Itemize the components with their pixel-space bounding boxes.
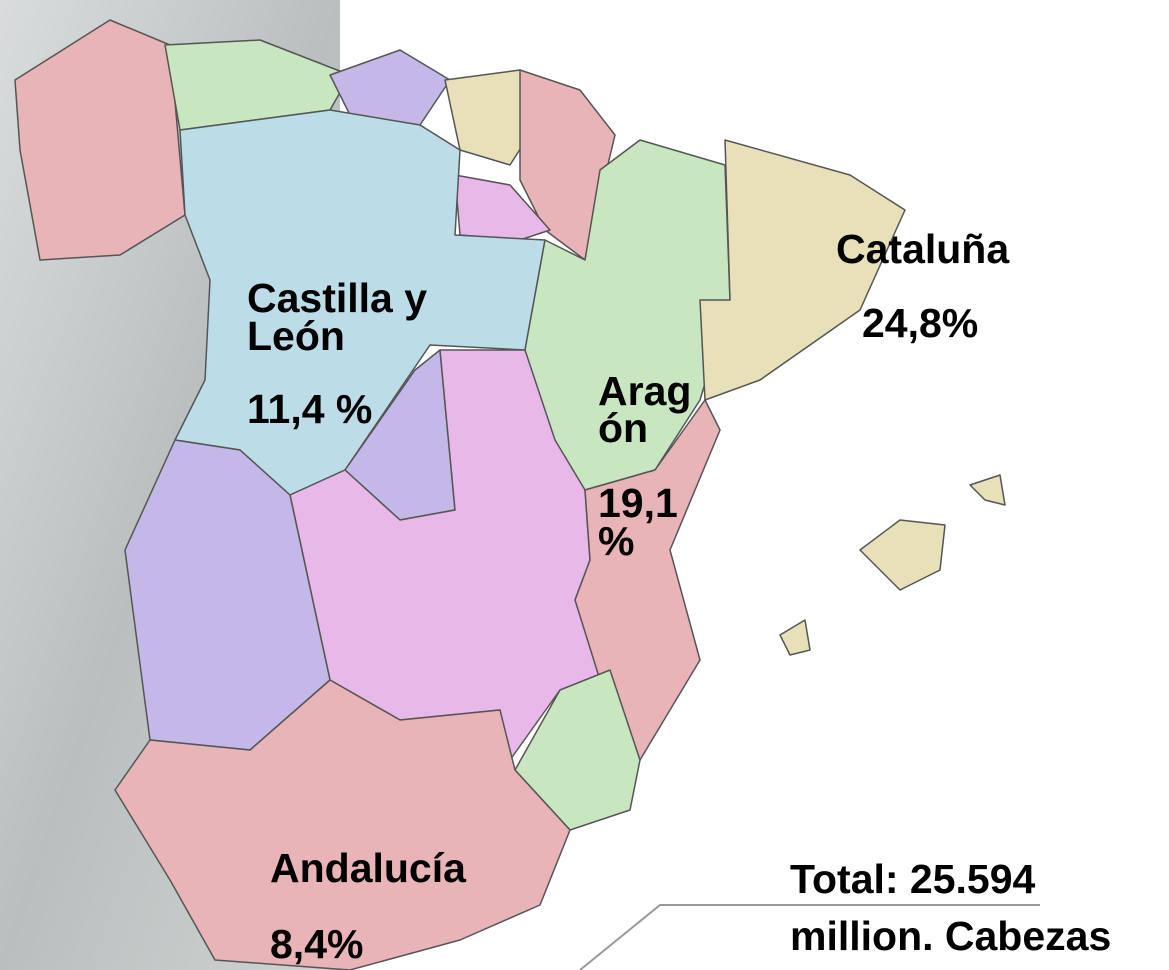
regions <box>15 20 1005 970</box>
total-label: million. Cabezas <box>790 913 1111 959</box>
region-share: 24,8% <box>862 300 978 346</box>
total-label: Total: 25.594 <box>790 856 1036 902</box>
region-name: Andalucía <box>270 845 467 891</box>
region-name: Cataluña <box>836 226 1010 272</box>
ibiza <box>780 620 810 655</box>
map: Castilla y León 11,4 % Cataluña 24,8% Ar… <box>0 0 1169 970</box>
menorca <box>970 475 1005 505</box>
region-name: ón <box>598 405 648 451</box>
mallorca <box>860 520 945 590</box>
region-name: León <box>247 313 345 359</box>
region-share: 11,4 % <box>247 386 372 432</box>
region-share: % <box>598 518 634 564</box>
region-share: 8,4% <box>270 921 363 967</box>
